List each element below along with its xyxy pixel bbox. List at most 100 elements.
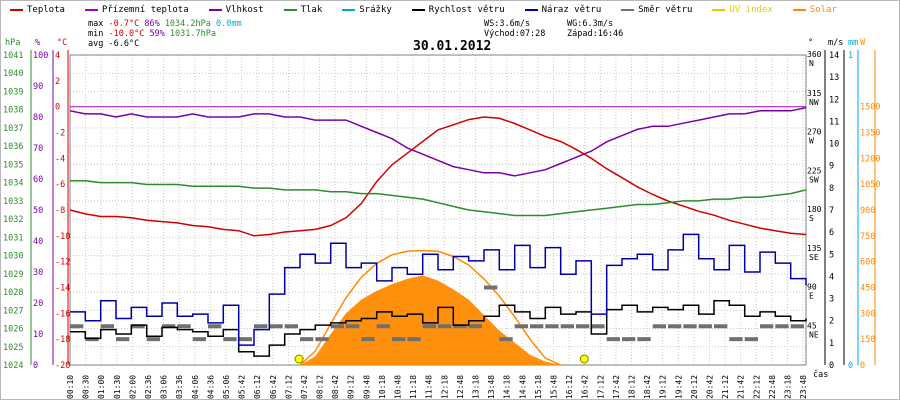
axis-tick-pressure: 1026 [3, 325, 23, 335]
axis-tick-wind-speed: 7 [829, 206, 834, 216]
x-tick-label: 01:30 [113, 375, 122, 399]
legend-label-solar: Solar [809, 5, 837, 15]
legend-label-pressure: Tlak [300, 5, 323, 15]
legend-swatch-temperature [10, 9, 23, 11]
axis-tick-pressure: 1030 [3, 252, 23, 262]
axis-tick-wind-dir-letter: NW [809, 98, 819, 107]
x-tick-label: 04:36 [206, 375, 215, 399]
axis-unit-pressure: hPa [5, 38, 20, 48]
legend-swatch-wind-speed [411, 9, 425, 11]
series-line-temperature [69, 116, 807, 237]
series-line-pressure [70, 180, 807, 217]
x-tick-label: 19:12 [659, 375, 668, 399]
axis-tick-wind-dir: 270 [807, 128, 822, 137]
sunrise-marker [294, 354, 304, 364]
axis-tick-pressure: 1028 [3, 288, 23, 298]
legend-label-wind-dir: Směr větru [638, 5, 693, 15]
legend-item-rain: Srážky [342, 3, 392, 17]
axis-tick-wind-speed: 0 [829, 361, 834, 371]
x-tick-label: 01:00 [97, 375, 106, 399]
axis-tick-temperature: 0 [55, 103, 60, 113]
axis-unit-rain: mm [848, 38, 858, 48]
axis-tick-wind-speed: 6 [829, 228, 834, 238]
x-tick-label: 10:48 [394, 375, 403, 399]
axis-tick-wind-dir: 180 [807, 205, 822, 214]
axis-tick-humidity: 90 [33, 82, 43, 92]
x-tick-label: 02:36 [144, 375, 153, 399]
x-tick-label: 18:12 [627, 375, 636, 399]
axis-tick-temperature: -14 [55, 284, 70, 294]
x-tick-label: 05:42 [238, 375, 247, 399]
axis-tick-wind-speed: 2 [829, 317, 834, 327]
axis-tick-wind-speed: 9 [829, 162, 834, 172]
axis-tick-temperature: -6 [55, 180, 65, 190]
x-tick-label: 10:18 [378, 375, 387, 399]
axis-tick-humidity: 70 [33, 144, 43, 154]
x-tick-label: 12:18 [440, 375, 449, 399]
axis-tick-pressure: 1034 [3, 179, 23, 189]
axis-tick-rain: 1 [848, 51, 853, 61]
axis-tick-temperature: -8 [55, 206, 65, 216]
axis-tick-wind-dir-letter: W [809, 137, 814, 146]
legend-swatch-feels-like [84, 9, 98, 11]
axis-tick-pressure: 1027 [3, 306, 23, 316]
x-tick-label: 17:42 [612, 375, 621, 399]
legend-item-solar: Solar [792, 3, 837, 17]
axis-tick-wind-speed: 8 [829, 184, 834, 194]
x-tick-label: 14:48 [518, 375, 527, 399]
series-line-wind-speed [70, 300, 807, 357]
x-tick-label: 09:12 [347, 375, 356, 399]
axis-tick-temperature: 4 [55, 51, 60, 61]
axis-tick-solar: 150 [860, 335, 875, 345]
legend-item-humidity: Vlhkost [208, 3, 264, 17]
axis-tick-temperature: -10 [55, 232, 70, 242]
x-tick-label: 07:42 [300, 375, 309, 399]
axis-tick-solar: 0 [860, 361, 865, 371]
summary-max-label: max [88, 19, 104, 29]
axis-unit-humidity: % [35, 38, 40, 48]
summary-max-press: 1034.2hPa [164, 19, 211, 29]
axis-tick-wind-dir: 90 [807, 283, 817, 292]
chart-title: 30.01.2012 [413, 39, 492, 54]
legend-swatch-pressure [283, 9, 297, 11]
legend-item-wind-gust: Náraz větru [524, 3, 601, 17]
x-tick-label: 05:06 [222, 375, 231, 399]
x-tick-label: 13:18 [472, 375, 481, 399]
x-tick-label: 02:00 [128, 375, 137, 399]
x-tick-label: 19:42 [674, 375, 683, 399]
axis-tick-pressure: 1035 [3, 160, 23, 170]
axis-tick-solar: 900 [860, 206, 875, 216]
axis-tick-wind-speed: 14 [829, 51, 839, 61]
axis-tick-temperature: -4 [55, 154, 65, 164]
legend-item-pressure: Tlak [283, 3, 323, 17]
axis-tick-wind-speed: 10 [829, 140, 839, 150]
legend-label-uv: UV index [729, 5, 773, 15]
axis-tick-wind-dir-letter: E [809, 292, 814, 301]
axis-unit-wind_speed: m/s [828, 38, 843, 48]
legend-swatch-uv [712, 9, 726, 11]
legend-label-temperature: Teplota [27, 5, 65, 15]
axis-tick-pressure: 1032 [3, 215, 23, 225]
x-tick-label: 12:48 [456, 375, 465, 399]
sunset-marker [579, 354, 589, 364]
x-tick-label: 07:12 [284, 375, 293, 399]
legend-label-rain: Srážky [359, 5, 392, 15]
axis-tick-wind-dir-letter: SW [809, 175, 819, 184]
x-tick-label: 21:42 [737, 375, 746, 399]
axis-tick-rain: 0 [848, 361, 853, 371]
summary-min-press: 1031.7hPa [169, 29, 216, 39]
x-tick-label: 23:18 [783, 375, 792, 399]
x-tick-label: 03:06 [160, 375, 169, 399]
x-tick-label: 08:42 [331, 375, 340, 399]
axis-tick-humidity: 0 [33, 361, 38, 371]
x-tick-label: 03:36 [175, 375, 184, 399]
x-tick-label: 18:42 [643, 375, 652, 399]
legend-label-humidity: Vlhkost [225, 5, 264, 15]
axis-tick-wind-speed: 11 [829, 117, 839, 127]
legend-swatch-humidity [208, 9, 222, 11]
x-tick-label: 22:12 [752, 375, 761, 399]
sunrise-info: Východ:07:28 [484, 29, 546, 39]
x-tick-label: 04:06 [191, 375, 200, 399]
summary-max-hum: 86% [144, 19, 160, 29]
